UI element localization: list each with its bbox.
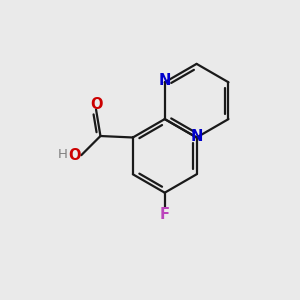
Text: N: N — [190, 128, 203, 143]
Text: N: N — [158, 73, 171, 88]
Text: O: O — [90, 97, 102, 112]
Text: H: H — [58, 148, 68, 161]
Text: F: F — [160, 207, 170, 222]
Text: O: O — [69, 148, 81, 163]
